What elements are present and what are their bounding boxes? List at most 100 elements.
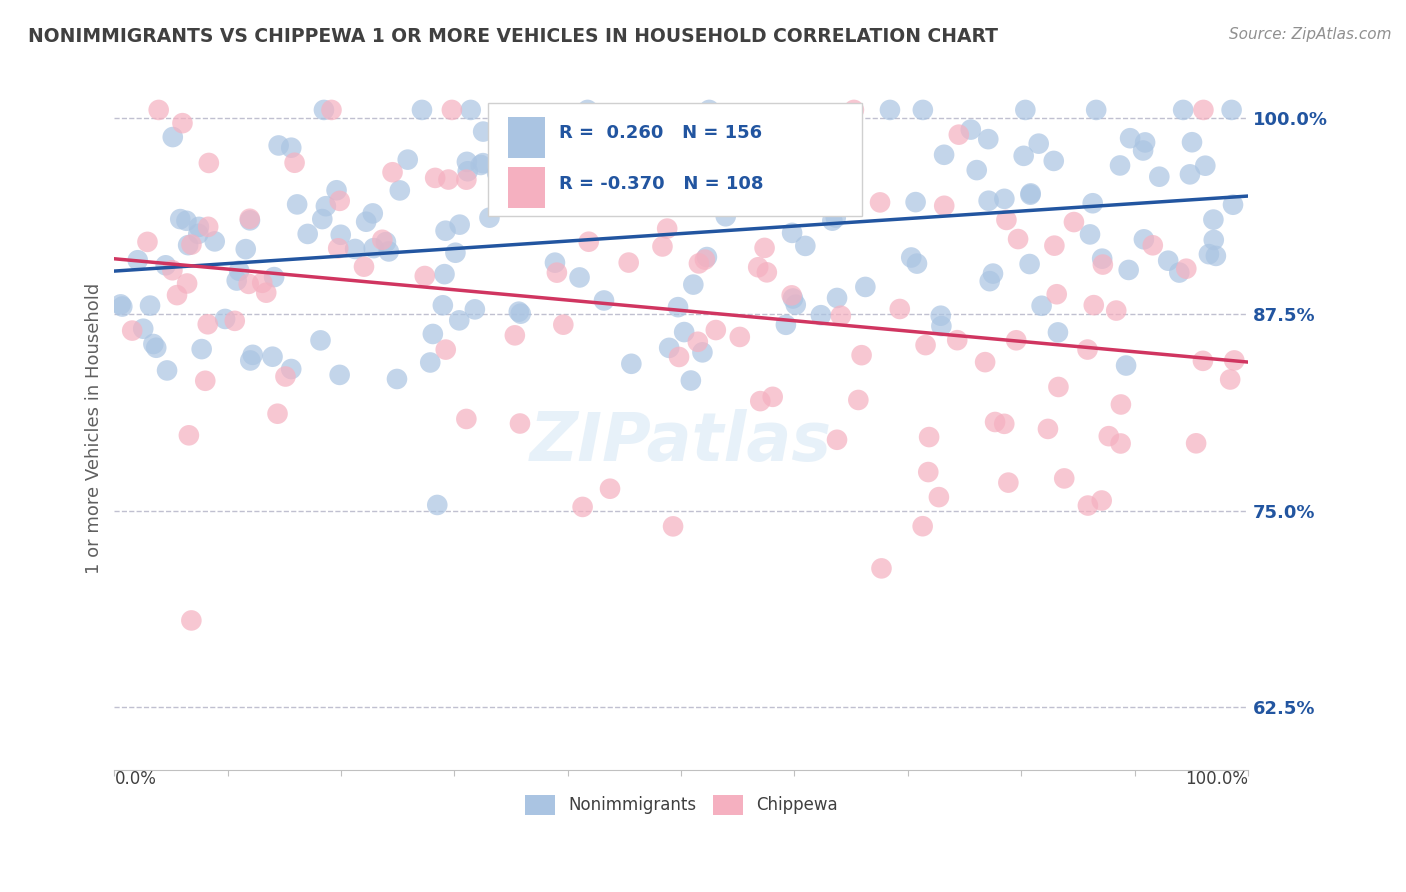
Point [981, 267, 1004, 281]
Point [127, 253, 149, 268]
Point [1192, 103, 1215, 117]
Point [457, 164, 479, 178]
Point [1192, 354, 1215, 368]
Point [693, 252, 716, 267]
Point [413, 268, 436, 283]
Text: R =  0.260   N = 156: R = 0.260 N = 156 [558, 124, 762, 142]
Point [974, 355, 997, 369]
Point [1173, 103, 1195, 117]
Point [1019, 187, 1042, 202]
Point [1109, 436, 1132, 450]
Point [470, 158, 492, 172]
Point [329, 227, 352, 242]
Point [934, 199, 956, 213]
Point [328, 241, 350, 255]
Point [228, 264, 250, 278]
Point [266, 407, 288, 421]
Point [396, 153, 419, 167]
Point [1222, 198, 1244, 212]
Text: ZIPatlas: ZIPatlas [530, 409, 832, 475]
Point [824, 211, 846, 225]
Point [361, 206, 384, 220]
Point [225, 273, 247, 287]
Point [571, 500, 593, 514]
Bar [508, 117, 546, 158]
Point [794, 239, 817, 253]
Point [931, 319, 953, 334]
Point [426, 498, 449, 512]
Point [1133, 136, 1156, 150]
Point [851, 348, 873, 362]
Point [666, 300, 689, 314]
Point [1109, 397, 1132, 411]
Point [697, 103, 720, 117]
Point [378, 244, 401, 259]
Point [775, 318, 797, 332]
Point [1178, 167, 1201, 181]
Point [190, 342, 212, 356]
Point [1028, 136, 1050, 151]
Point [509, 307, 531, 321]
Point [280, 141, 302, 155]
Point [486, 166, 509, 180]
Point [740, 127, 762, 141]
Point [1091, 493, 1114, 508]
Point [1132, 144, 1154, 158]
Point [132, 322, 155, 336]
Point [759, 140, 782, 154]
Point [440, 103, 463, 117]
Point [1076, 343, 1098, 357]
Point [321, 103, 343, 117]
Point [740, 133, 762, 147]
Point [905, 257, 928, 271]
Point [177, 238, 200, 252]
Point [846, 392, 869, 407]
Point [993, 417, 1015, 431]
Point [187, 227, 209, 241]
Point [449, 218, 471, 232]
Point [869, 195, 891, 210]
Point [1219, 372, 1241, 386]
Point [1091, 258, 1114, 272]
Point [388, 183, 411, 197]
Point [1198, 247, 1220, 261]
Point [686, 164, 709, 178]
Point [433, 267, 456, 281]
Point [993, 192, 1015, 206]
Point [381, 165, 404, 179]
Point [1046, 287, 1069, 301]
Point [870, 561, 893, 575]
Point [285, 197, 308, 211]
Point [1149, 169, 1171, 184]
Point [1133, 232, 1156, 246]
Point [658, 341, 681, 355]
Point [578, 235, 600, 249]
Point [434, 343, 457, 357]
Point [932, 148, 955, 162]
Point [254, 285, 277, 300]
Point [782, 292, 804, 306]
Point [284, 155, 307, 169]
Point [588, 172, 610, 186]
Point [889, 301, 911, 316]
Point [1091, 252, 1114, 266]
Point [344, 242, 367, 256]
Point [825, 433, 848, 447]
Point [679, 374, 702, 388]
Point [546, 266, 568, 280]
Point [762, 390, 785, 404]
Point [718, 186, 741, 200]
Point [329, 368, 352, 382]
Point [162, 130, 184, 145]
Point [508, 304, 530, 318]
Point [879, 103, 901, 117]
Point [686, 334, 709, 349]
Point [785, 298, 807, 312]
Point [665, 175, 688, 189]
Point [267, 138, 290, 153]
Point [696, 250, 718, 264]
Point [914, 338, 936, 352]
Text: R = -0.370   N = 108: R = -0.370 N = 108 [558, 175, 763, 194]
Point [1005, 333, 1028, 347]
Point [946, 333, 969, 347]
